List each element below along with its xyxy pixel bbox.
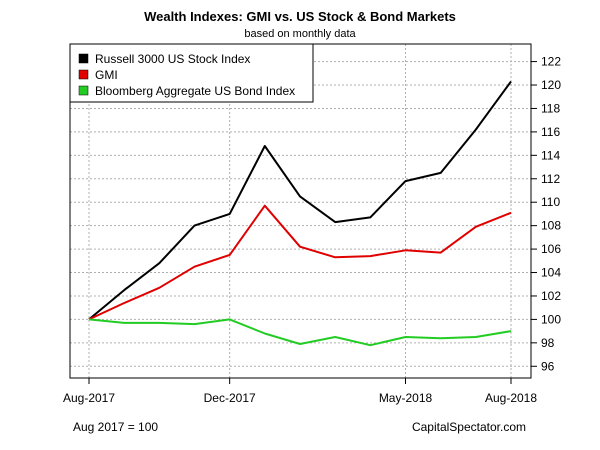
y-tick-label: 118 [541,101,560,115]
y-axis: 96 98 100 102 104 106 108 110 112 114 116 118 120 122 [531,55,561,373]
x-axis: Aug-2017 Dec-2017 May-2018 Aug-2018 [63,378,537,405]
series-line-bond-index [88,318,512,347]
x-tick-label: May-2018 [379,391,433,405]
legend-swatch-bond [78,85,89,96]
y-tick-label: 106 [541,242,561,256]
series-line-gmi [88,204,512,321]
y-tick-label: 116 [541,125,560,139]
y-tick-label: 110 [541,195,560,209]
legend-label-russell: Russell 3000 US Stock Index [95,52,250,66]
y-tick-label: 100 [541,312,561,326]
y-tick-label: 102 [541,289,561,303]
y-tick-label: 122 [541,55,561,69]
y-tick-label: 120 [541,78,561,92]
legend-swatch-gmi [78,69,89,80]
source-credit: CapitalSpectator.com [412,420,526,434]
chart-title: Wealth Indexes: GMI vs. US Stock & Bond … [144,9,456,24]
legend-swatch-russell [78,53,89,64]
series-lines [88,80,512,347]
series-line-russell-3000 [88,80,512,321]
y-tick-label: 104 [541,266,561,280]
legend-box [69,43,314,103]
chart-subtitle: based on monthly data [244,28,356,40]
x-tick-label: Aug-2017 [63,391,115,405]
y-tick-label: 98 [541,336,555,350]
y-tick-label: 114 [541,148,560,162]
base-note: Aug 2017 = 100 [73,420,158,434]
y-tick-label: 108 [541,219,561,233]
y-tick-label: 112 [541,172,560,186]
x-tick-label: Dec-2017 [204,391,256,405]
x-tick-label: Aug-2018 [485,391,537,405]
legend: Russell 3000 US Stock Index GMI Bloomber… [69,43,314,103]
grid [70,44,531,378]
legend-label-gmi: GMI [95,68,118,82]
legend-label-bond: Bloomberg Aggregate US Bond Index [95,84,295,98]
y-tick-label: 96 [541,359,555,373]
